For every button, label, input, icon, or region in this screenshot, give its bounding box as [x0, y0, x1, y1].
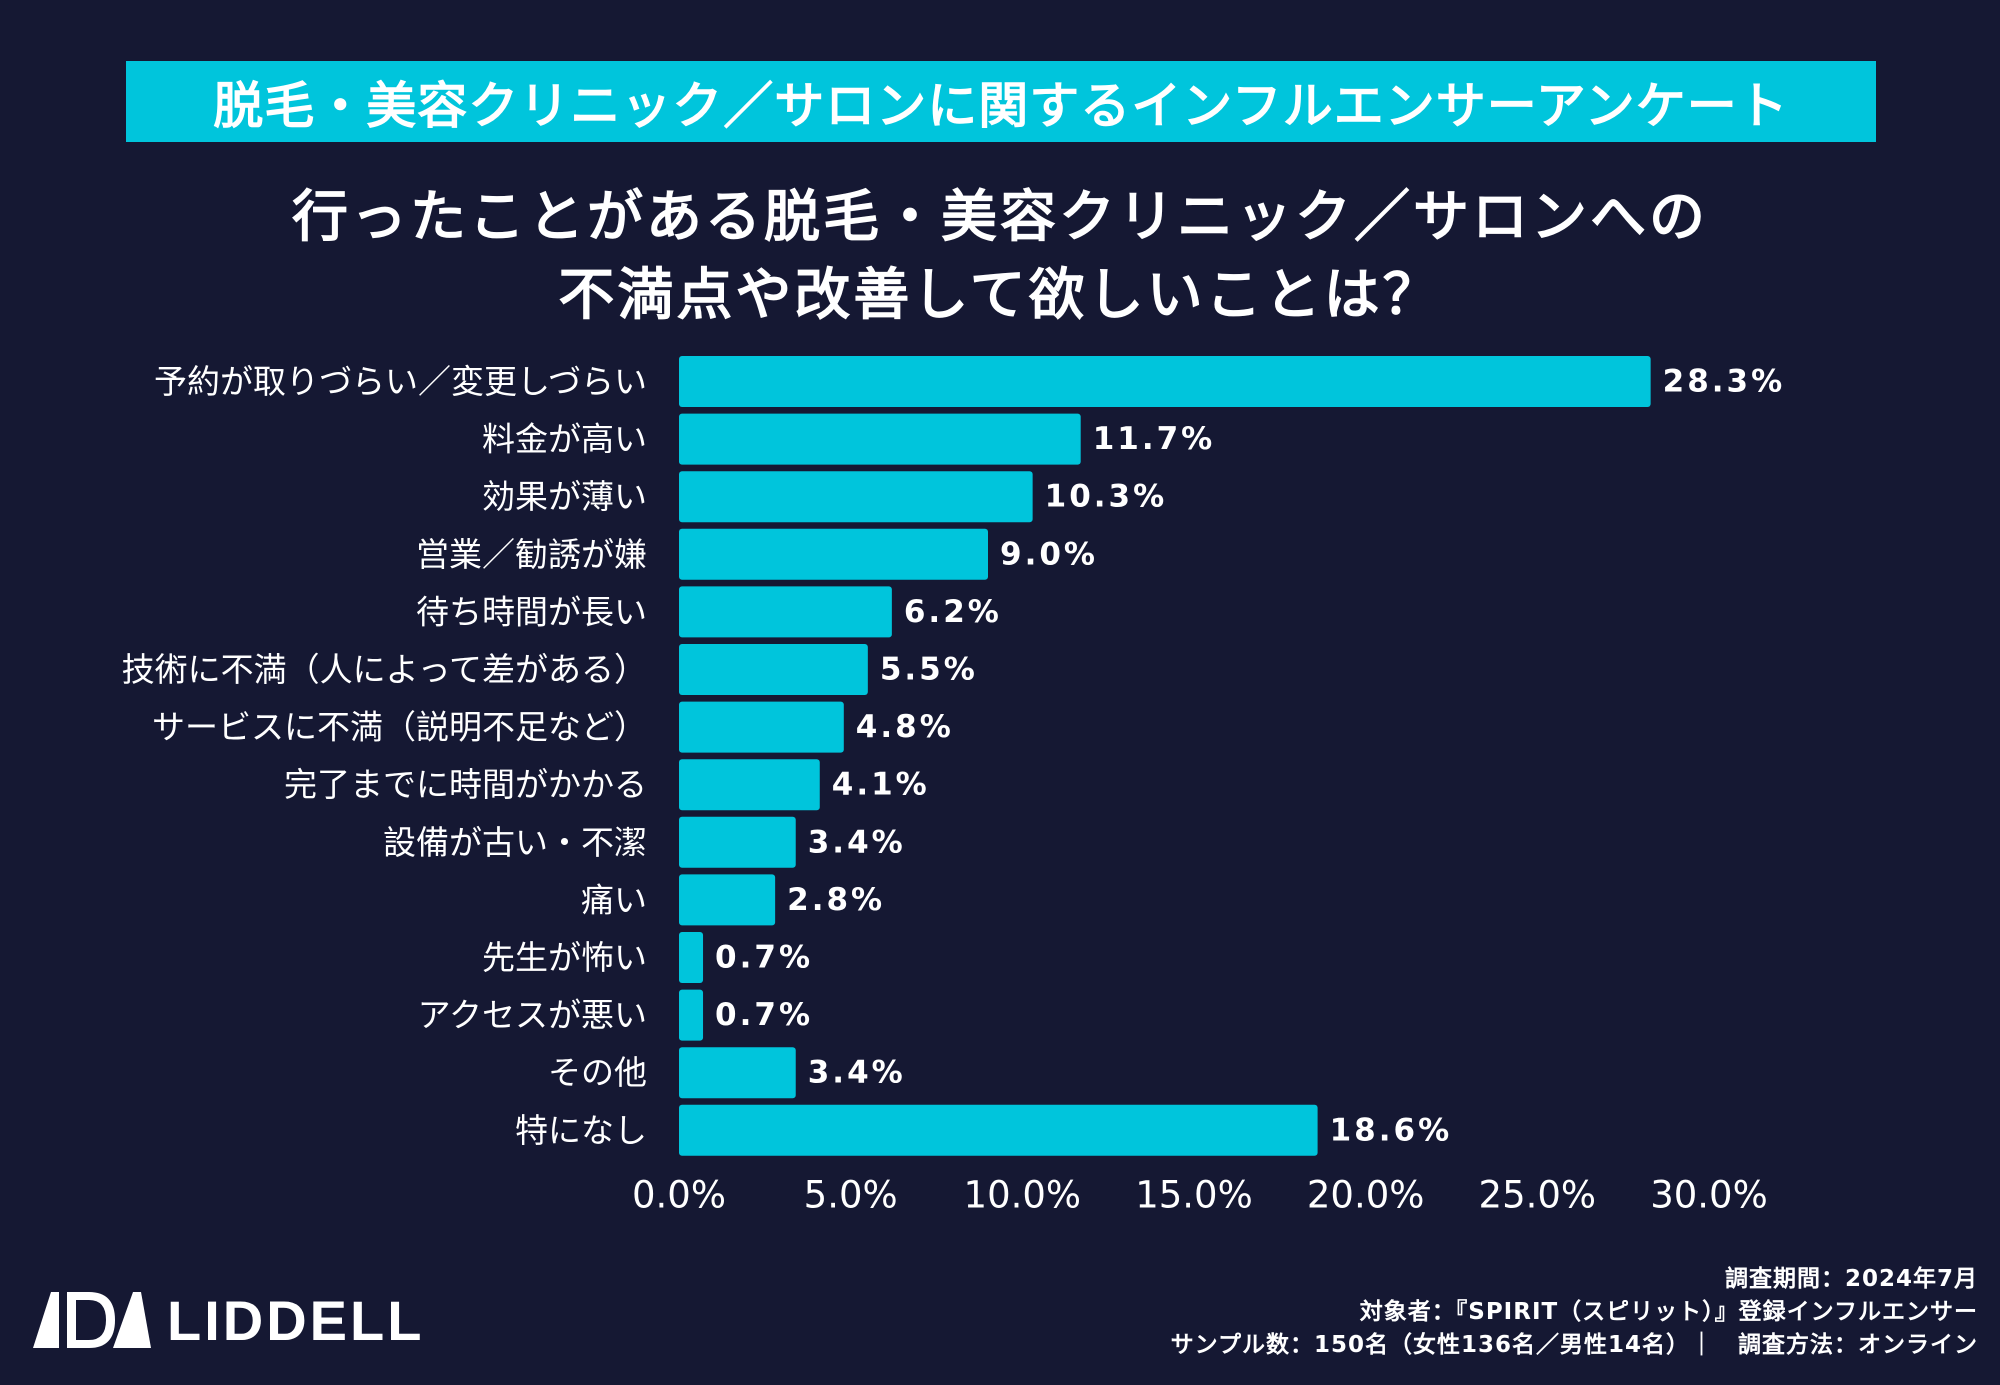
value-label: 10.3% [1045, 479, 1168, 515]
bar [679, 989, 704, 1041]
bar [679, 356, 1651, 407]
bar [679, 759, 820, 811]
category-label: 予約が取りづらい／変更しづらい [154, 362, 647, 401]
category-label: 設備が古い・不潔 [383, 823, 647, 862]
value-label: 4.1% [832, 767, 930, 803]
bar [679, 932, 704, 983]
value-label: 0.7% [715, 997, 813, 1033]
bar [679, 413, 1081, 465]
category-label: 料金が高い [482, 420, 647, 459]
value-label: 4.8% [856, 709, 954, 745]
value-label: 6.2% [904, 594, 1002, 630]
value-label: 11.7% [1093, 421, 1216, 457]
category-label: 特になし [515, 1111, 647, 1150]
bar [679, 816, 796, 868]
bar [679, 471, 1033, 523]
value-label: 3.4% [808, 824, 906, 860]
bar [679, 586, 892, 638]
value-label: 28.3% [1663, 364, 1786, 400]
x-tick-label: 0.0% [632, 1174, 726, 1217]
bar [679, 874, 776, 926]
value-label: 3.4% [808, 1055, 906, 1091]
bar [679, 528, 988, 580]
x-tick-label: 15.0% [1135, 1174, 1253, 1217]
category-label: 待ち時間が長い [416, 592, 647, 631]
value-label: 5.5% [880, 652, 978, 688]
chart-title-line-1: 行ったことがある脱毛・美容クリニック／サロンへの [292, 185, 1708, 250]
survey-sample-method: サンプル数：150名（女性136名／男性14名）｜ 調査方法：オンライン [1170, 1332, 1978, 1358]
x-tick-label: 20.0% [1307, 1174, 1425, 1217]
survey-banner: 脱毛・美容クリニック／サロンに関するインフルエンサーアンケート [126, 61, 1876, 142]
survey-period: 調査期間：2024年7月 [1724, 1266, 1978, 1292]
category-label: その他 [548, 1053, 647, 1092]
value-label: 18.6% [1330, 1112, 1453, 1148]
value-label: 9.0% [1000, 536, 1098, 572]
category-label: サービスに不満（説明不足など） [152, 708, 647, 747]
bar [679, 1104, 1318, 1156]
category-label: 先生が怖い [482, 938, 647, 977]
banner-title: 脱毛・美容クリニック／サロンに関するインフルエンサーアンケート [213, 76, 1789, 135]
value-label: 0.7% [715, 940, 813, 976]
category-label: 完了までに時間がかかる [284, 765, 647, 804]
survey-target: 対象者：『SPIRIT（スピリット）』登録インフルエンサー [1359, 1299, 1978, 1325]
category-label: 効果が薄い [482, 477, 647, 516]
x-tick-label: 5.0% [804, 1174, 898, 1217]
category-label: 営業／勧誘が嫌 [416, 535, 647, 574]
category-label: 技術に不満（人によって差がある） [122, 650, 647, 689]
bar [679, 644, 868, 695]
value-label: 2.8% [787, 882, 885, 918]
bar [679, 701, 844, 753]
chart-title-line-2: 不満点や改善して欲しいことは？ [558, 263, 1442, 328]
liddell-logo-icon [33, 1292, 151, 1348]
liddell-logo: LIDDELL [33, 1288, 425, 1352]
x-tick-label: 10.0% [964, 1174, 1082, 1217]
category-label: 痛い [581, 880, 647, 919]
category-label: アクセスが悪い [418, 996, 647, 1035]
logo-wordmark: LIDDELL [167, 1288, 425, 1352]
bar [679, 1047, 796, 1099]
x-tick-label: 25.0% [1479, 1174, 1597, 1217]
survey-footer: 調査期間：2024年7月 対象者：『SPIRIT（スピリット）』登録インフルエン… [1171, 1263, 1978, 1362]
x-tick-label: 30.0% [1650, 1174, 1768, 1217]
